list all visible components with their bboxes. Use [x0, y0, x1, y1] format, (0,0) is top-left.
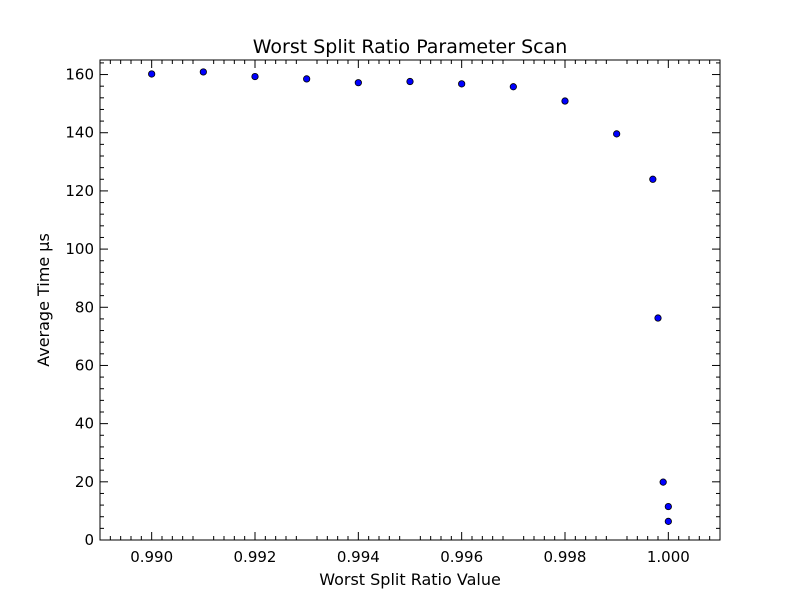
y-tick-label: 100 — [65, 240, 94, 258]
x-tick-label: 0.992 — [234, 548, 277, 566]
y-tick-label: 80 — [75, 298, 94, 316]
y-tick-label: 120 — [65, 182, 94, 200]
scatter-point — [654, 314, 662, 322]
y-tick-label: 60 — [75, 356, 94, 374]
scatter-point — [199, 68, 207, 76]
scatter-point — [561, 97, 569, 105]
y-tick-label: 140 — [65, 124, 94, 142]
data-points — [148, 68, 672, 525]
plot-frame — [99, 59, 721, 541]
y-tick-label: 0 — [84, 531, 94, 549]
x-tick-label: 1.000 — [647, 548, 690, 566]
scatter-point — [458, 80, 466, 88]
scatter-point — [406, 77, 414, 86]
scatter-point — [354, 79, 362, 87]
scatter-point — [613, 130, 621, 138]
x-tick-label: 0.996 — [440, 548, 483, 566]
x-axis-label: Worst Split Ratio Value — [319, 570, 501, 589]
scatter-point — [148, 70, 156, 78]
scatter-point — [664, 502, 672, 511]
axis-ticks: 0.990 0.992 0.994 0.996 0.998 1.000 0 20 40 60 80 1… — [65, 60, 720, 566]
y-tick-label: 40 — [75, 415, 94, 433]
y-axis-label: Average Time μs — [34, 233, 53, 367]
y-tick-label: 20 — [75, 473, 94, 491]
scatter-point — [251, 72, 259, 81]
scatter-point — [303, 75, 311, 83]
x-tick-label: 0.990 — [130, 548, 173, 566]
scatter-point — [664, 517, 672, 525]
scatter-point — [649, 175, 657, 183]
y-tick-label: 160 — [65, 66, 94, 84]
scatter-point — [659, 478, 667, 486]
chart-title: Worst Split Ratio Parameter Scan — [253, 36, 568, 58]
scatter-point — [509, 83, 517, 91]
x-tick-label: 0.994 — [337, 548, 380, 566]
x-tick-label: 0.998 — [544, 548, 587, 566]
